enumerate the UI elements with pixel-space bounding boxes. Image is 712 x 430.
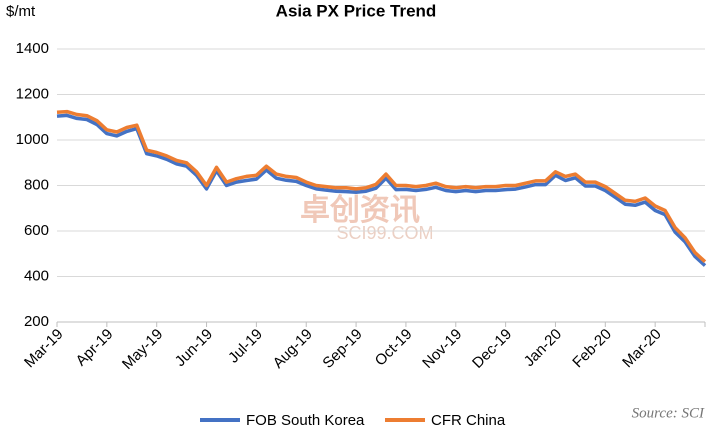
x-tick-label: Feb-20	[569, 326, 615, 372]
watermark: 卓创资讯	[300, 194, 420, 227]
x-tick-label: Jun-19	[172, 326, 216, 370]
y-tick-label: 200	[24, 313, 49, 330]
x-tick-label: Apr-19	[73, 326, 117, 370]
y-tick-label: 1200	[16, 85, 49, 102]
chart-title: Asia PX Price Trend	[276, 1, 437, 20]
y-tick-label: 600	[24, 222, 49, 239]
legend-label: FOB South Korea	[246, 412, 365, 429]
x-tick-label: Aug-19	[270, 326, 316, 372]
legend-label: CFR China	[431, 412, 506, 429]
x-tick-label: Jul-19	[225, 326, 266, 367]
watermark: SCI99.COM	[336, 223, 433, 243]
x-tick-label: Dec-19	[469, 326, 515, 372]
x-tick-label: Jan-20	[521, 326, 565, 370]
x-tick-label: Nov-19	[419, 326, 465, 372]
y-tick-label: 1000	[16, 131, 49, 148]
series-line	[56, 113, 707, 267]
x-tick-label: Mar-20	[619, 326, 665, 372]
x-tick-label: Sep-19	[319, 326, 365, 372]
y-tick-label: 1400	[16, 40, 49, 57]
y-tick-label: 800	[24, 176, 49, 193]
series-line	[56, 109, 707, 263]
y-tick-label: 400	[24, 267, 49, 284]
source: Source: SCI	[632, 405, 705, 421]
x-tick-label: Mar-19	[21, 326, 67, 372]
y-axis-label: $/mt	[6, 3, 36, 20]
x-tick-label: May-19	[119, 326, 166, 373]
x-tick-label: Oct-19	[372, 326, 416, 370]
